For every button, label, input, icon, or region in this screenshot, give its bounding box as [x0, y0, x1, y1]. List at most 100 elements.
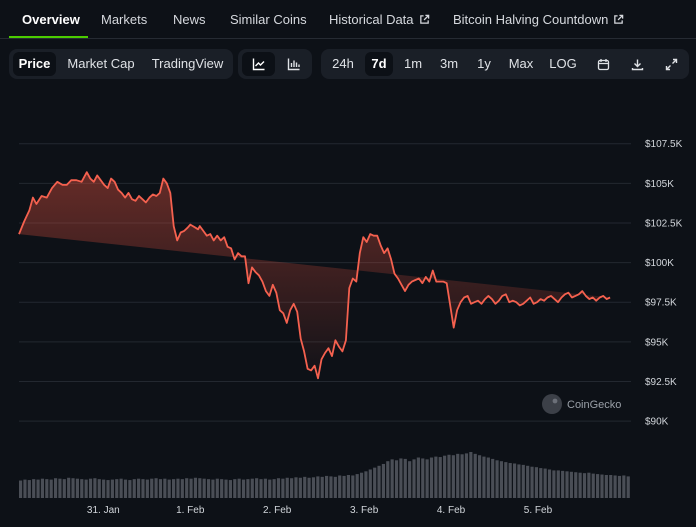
volume-bar — [626, 476, 630, 498]
volume-bar — [491, 458, 495, 498]
volume-bar — [346, 475, 351, 498]
coingecko-watermark: CoinGecko — [542, 394, 621, 414]
expand-icon[interactable] — [656, 52, 686, 76]
range-7d-button[interactable]: 7d — [365, 52, 393, 76]
volume-bar — [215, 478, 219, 498]
volume-bar — [241, 479, 246, 498]
tab-bitcoin-halving-countdown[interactable]: Bitcoin Halving Countdown — [453, 0, 624, 38]
volume-bar — [198, 478, 202, 498]
volume-bar — [609, 475, 613, 498]
volume-bar — [32, 479, 36, 498]
volume-bar — [224, 479, 228, 498]
volume-bar — [58, 478, 62, 498]
tab-news[interactable]: News — [173, 12, 206, 27]
x-tick-label: 2. Feb — [263, 505, 292, 516]
volume-bar — [451, 455, 455, 498]
volume-bar — [303, 476, 307, 498]
volume-bar — [193, 477, 198, 498]
volume-bar — [342, 475, 346, 498]
volume-bar — [443, 455, 447, 498]
volume-bar — [80, 479, 84, 498]
volume-bar — [587, 472, 591, 498]
volume-bar — [263, 478, 267, 498]
tab-historical-data[interactable]: Historical Data — [329, 0, 430, 38]
volume-bar — [320, 476, 324, 498]
volume-bar — [482, 456, 486, 498]
volume-bar — [102, 479, 106, 498]
external-link-icon — [613, 1, 624, 41]
volume-bar — [110, 479, 114, 498]
volume-bar — [132, 479, 136, 498]
volume-bar — [228, 480, 232, 498]
volume-bar — [499, 461, 504, 498]
volume-bar — [596, 474, 600, 498]
volume-bar — [386, 461, 390, 498]
volume-bar — [425, 459, 429, 498]
volume-bar — [333, 476, 337, 498]
range-1m-button[interactable]: 1m — [403, 56, 423, 71]
volume-bar — [539, 468, 543, 498]
volume-bar — [464, 453, 469, 498]
tab-markets[interactable]: Markets — [101, 12, 148, 27]
price-area-fill — [19, 172, 611, 379]
range-max-button[interactable]: Max — [508, 56, 534, 71]
volume-bar — [268, 479, 272, 498]
tradingview-toggle-button[interactable]: TradingView — [151, 56, 224, 71]
volume-bar — [185, 478, 189, 498]
volume-bar — [250, 478, 254, 498]
range-24h-button[interactable]: 24h — [332, 56, 354, 71]
y-tick-label: $105K — [645, 179, 674, 190]
y-tick-label: $107.5K — [645, 139, 683, 150]
volume-bar — [473, 453, 477, 498]
volume-bar — [412, 459, 416, 498]
volume-bar — [176, 478, 180, 498]
chart-style-toggle — [238, 49, 312, 79]
x-tick-label: 31. Jan — [87, 505, 120, 516]
volume-bar — [40, 478, 45, 498]
volume-bar — [290, 478, 294, 498]
volume-bar — [364, 471, 368, 498]
candlestick-icon[interactable] — [277, 52, 310, 76]
volume-bar — [158, 479, 163, 498]
tab-bar: Overview Markets News Similar Coins Hist… — [0, 0, 696, 39]
active-tab-indicator — [9, 36, 88, 38]
volume-bar — [150, 478, 154, 498]
volume-bar — [233, 479, 237, 498]
volume-bar — [373, 467, 377, 498]
volume-bar — [469, 452, 473, 498]
volume-bar — [163, 478, 167, 498]
volume-bar — [180, 479, 184, 498]
line-chart-icon[interactable] — [242, 52, 275, 76]
volume-bar — [504, 462, 508, 498]
range-3m-button[interactable]: 3m — [439, 56, 459, 71]
volume-bar — [561, 470, 565, 498]
volume-bar — [403, 458, 407, 498]
volume-bar — [211, 479, 215, 498]
volume-bar — [23, 479, 27, 498]
volume-bar — [84, 479, 88, 498]
volume-bar — [447, 454, 451, 498]
volume-bar — [486, 457, 490, 498]
calendar-icon[interactable] — [588, 52, 618, 76]
volume-bar — [97, 479, 101, 498]
volume-bar — [45, 479, 49, 498]
volume-bar — [517, 464, 521, 498]
volume-bar — [530, 466, 534, 498]
price-toggle-button[interactable]: Price — [13, 52, 56, 76]
volume-bar — [368, 469, 372, 498]
volume-bar — [202, 478, 206, 498]
log-scale-button[interactable]: LOG — [549, 56, 577, 71]
download-icon[interactable] — [622, 52, 652, 76]
volume-bar — [281, 478, 285, 498]
tab-overview[interactable]: Overview — [22, 12, 80, 27]
tab-similar-coins[interactable]: Similar Coins — [230, 12, 307, 27]
market-cap-toggle-button[interactable]: Market Cap — [67, 56, 135, 71]
volume-bar — [106, 480, 110, 498]
volume-bar — [556, 470, 560, 498]
range-1y-button[interactable]: 1y — [477, 56, 491, 71]
volume-bar — [329, 476, 333, 498]
volume-bar — [49, 479, 53, 498]
y-tick-label: $97.5K — [645, 298, 677, 309]
x-tick-label: 3. Feb — [350, 505, 379, 516]
